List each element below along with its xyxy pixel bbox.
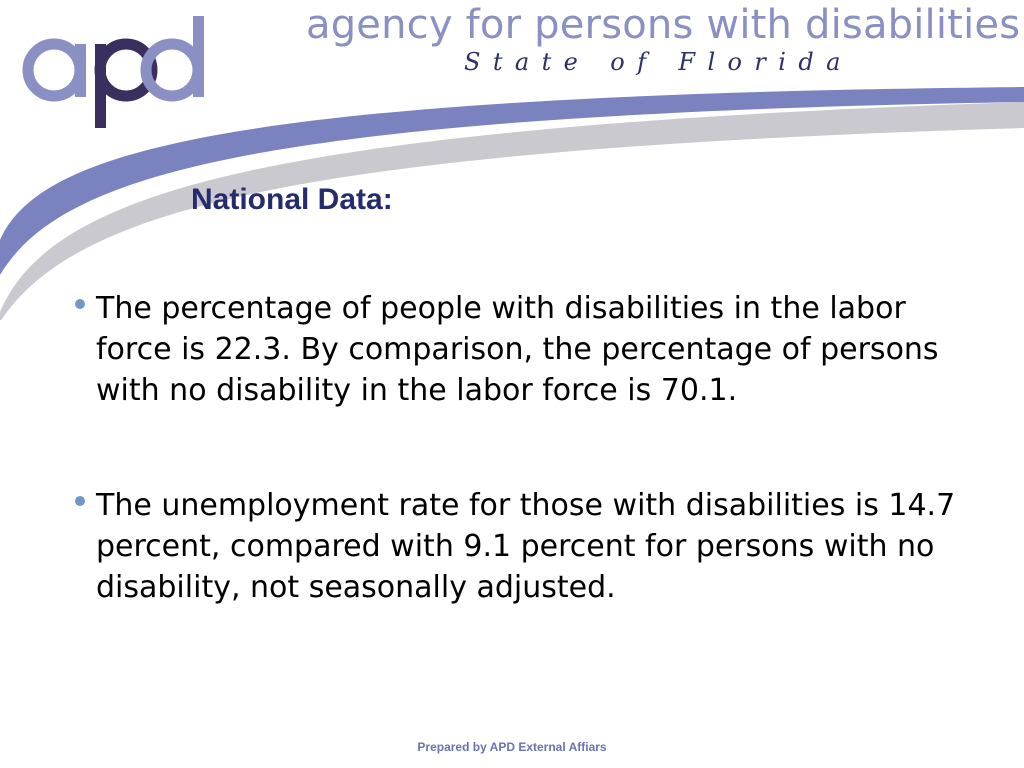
- swoosh-blue-band: [0, 87, 1024, 275]
- apd-logo: apd: [22, 16, 204, 128]
- bullet-item-unemployment: The unemployment rate for those with dis…: [74, 485, 984, 608]
- logo-p-stem: [95, 44, 106, 128]
- bullet-dot-icon: [75, 496, 85, 506]
- swoosh-gray-band: [0, 102, 1024, 320]
- agency-name: agency for persons with disabilities: [306, 2, 1021, 48]
- footer-credit: Prepared by APD External Affiars: [417, 740, 607, 754]
- logo-d-stem: [193, 16, 204, 97]
- bullet-text: The unemployment rate for those with dis…: [96, 488, 956, 605]
- bullet-list: The percentage of people with disabiliti…: [74, 288, 984, 682]
- slide-title: National Data:: [191, 183, 393, 216]
- logo-a-bowl: [22, 38, 86, 102]
- state-line: State of Florida: [464, 48, 853, 76]
- bullet-text: The percentage of people with disabiliti…: [96, 291, 939, 408]
- logo-a-stem: [75, 44, 86, 97]
- header-swoosh: [0, 87, 1024, 320]
- bullet-item-labor-force: The percentage of people with disabiliti…: [74, 288, 984, 411]
- bullet-dot-icon: [75, 299, 85, 309]
